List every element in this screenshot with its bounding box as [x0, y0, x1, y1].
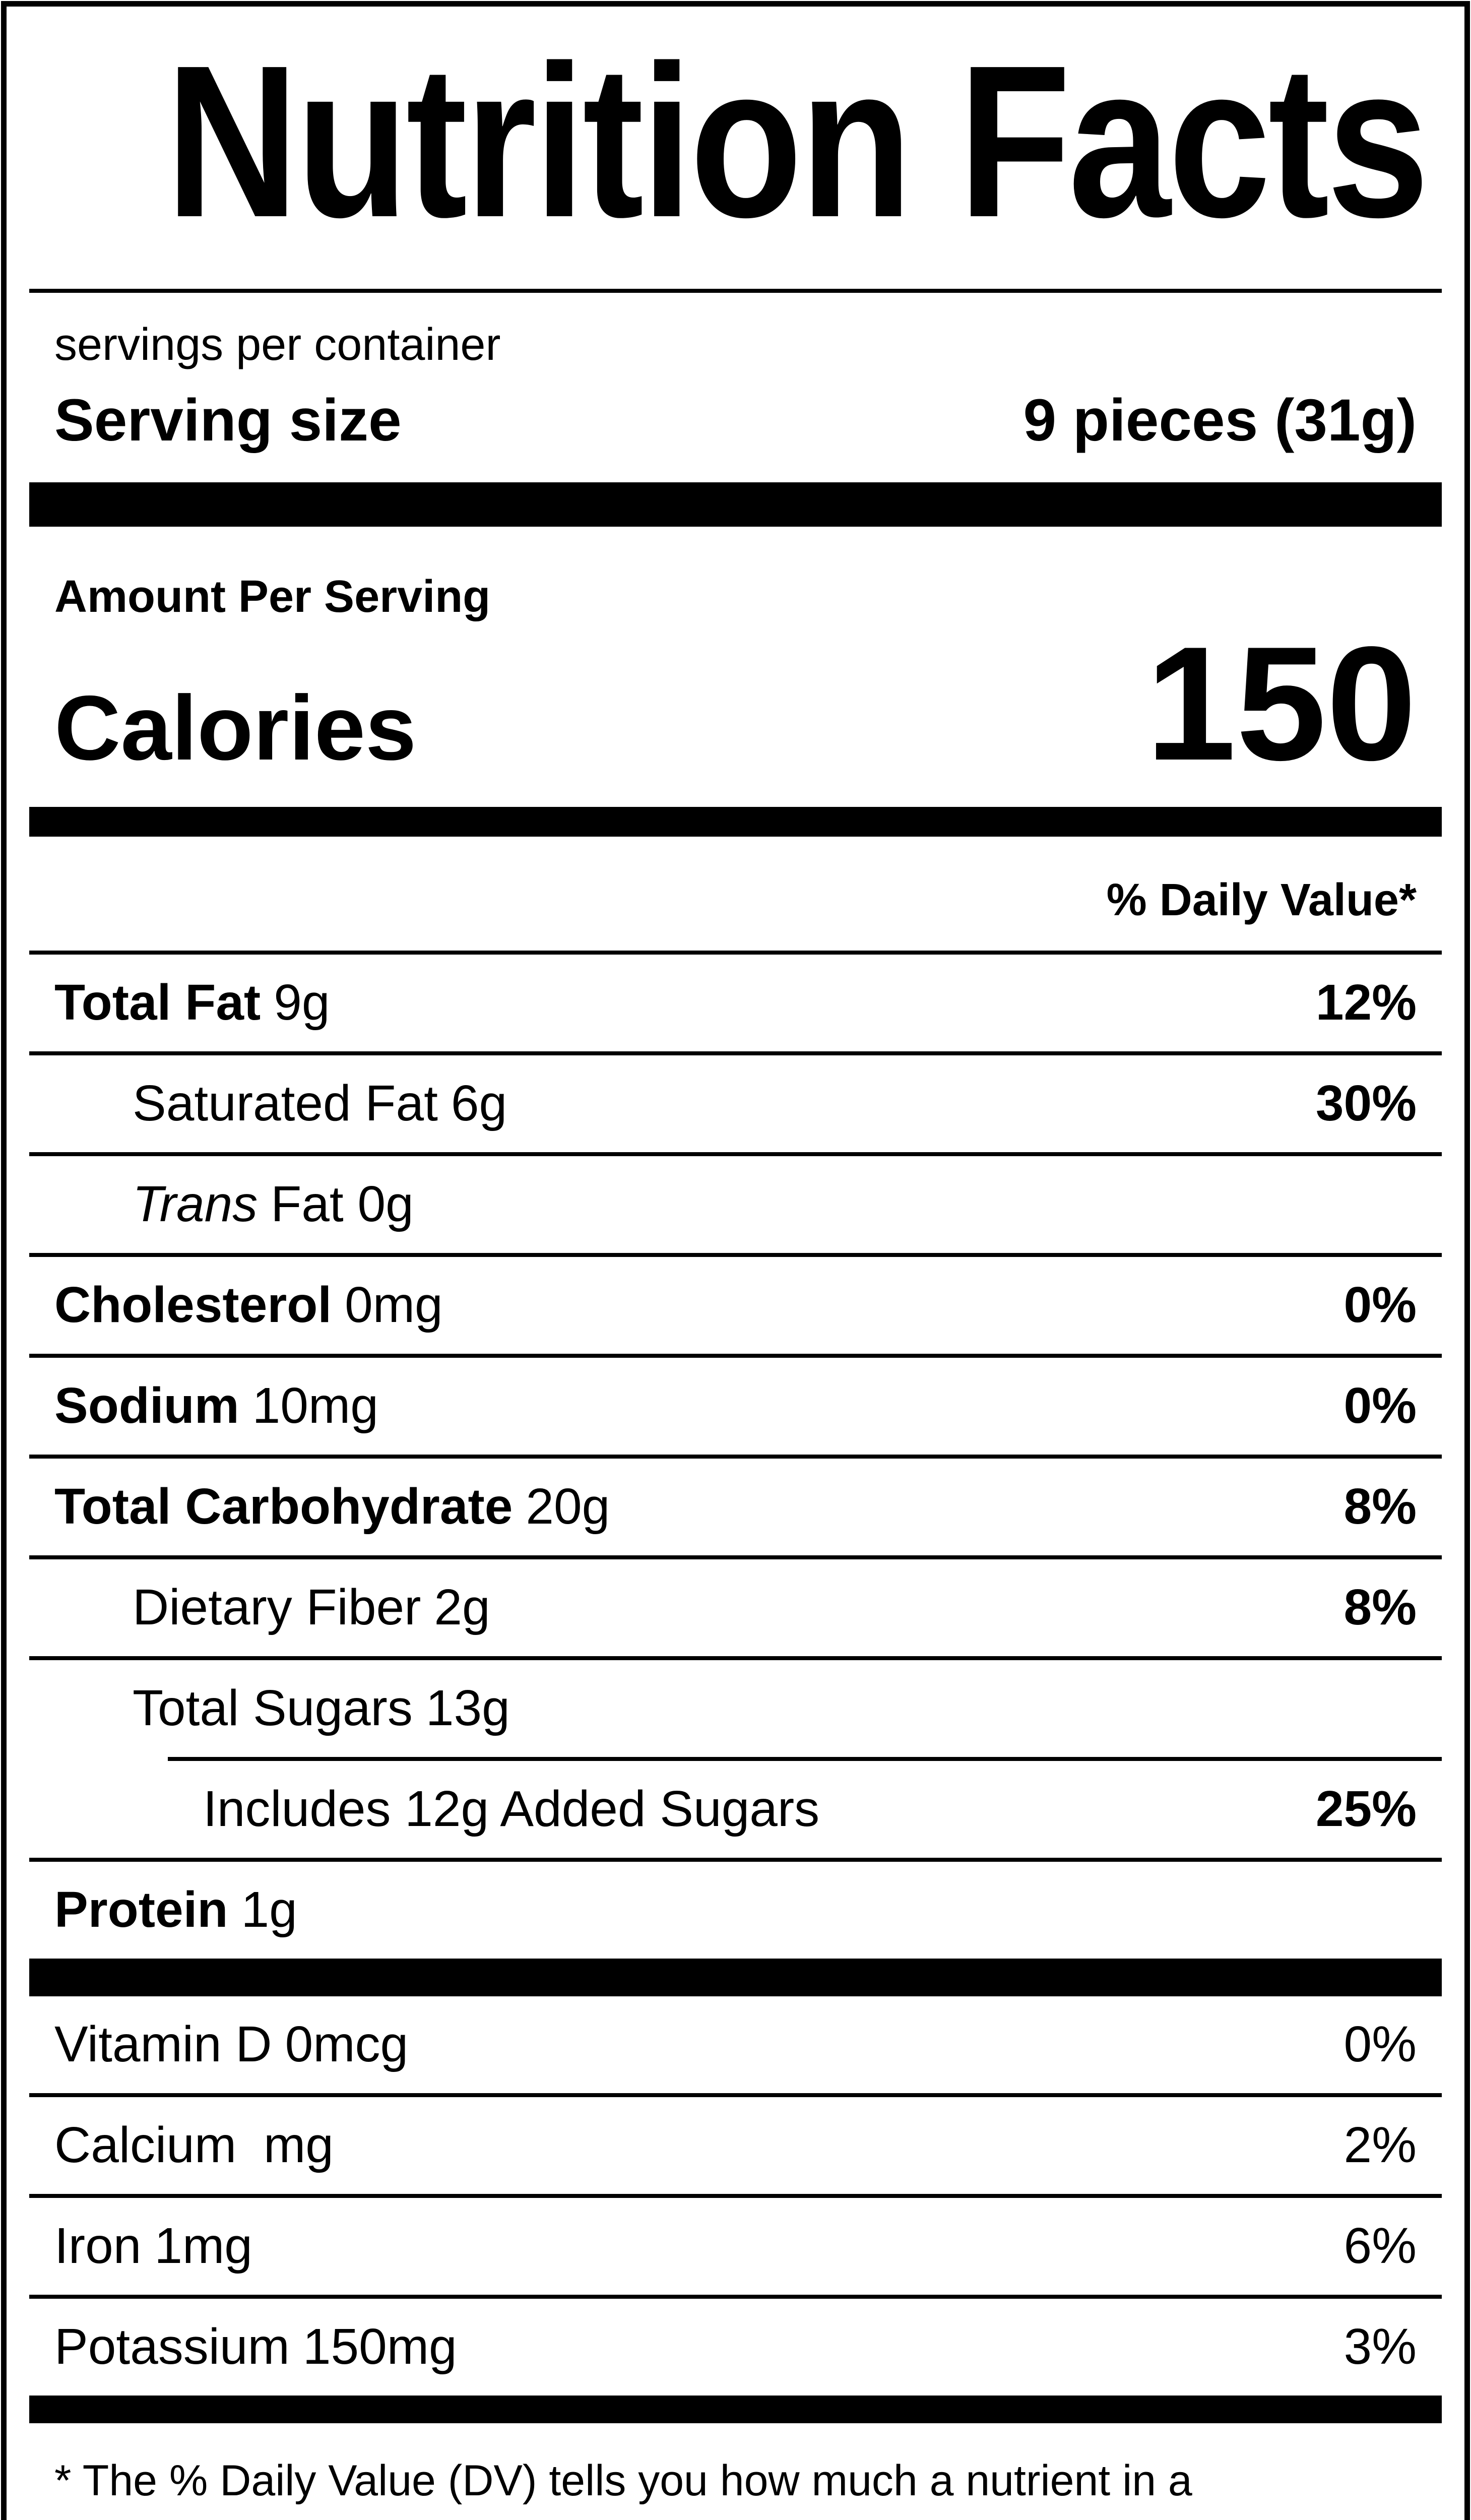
nutrient-name: Cholesterol: [54, 1276, 332, 1333]
nutrient-name-cell: Protein 1g: [54, 1882, 1417, 1937]
nutrient-name-cell: Includes 12g Added Sugars: [54, 1781, 1316, 1837]
nutrient-amount: 2g: [434, 1579, 490, 1635]
nutrient-name: Calcium: [54, 2116, 237, 2173]
nutrient-amount: 20g: [526, 1478, 610, 1535]
row-potassium: Potassium 150mg 3%: [54, 2299, 1417, 2396]
divider: [29, 2093, 1442, 2097]
nutrient-name: Potassium: [54, 2318, 290, 2375]
nutrient-name: Total Fat: [54, 974, 261, 1031]
section-bar: [29, 806, 1442, 837]
section-bar: [29, 2395, 1442, 2423]
nutrient-daily-value: 25%: [1315, 1780, 1417, 1837]
nutrient-daily-value: 2%: [1344, 2116, 1417, 2173]
serving-size-value: 9 pieces (31g): [1023, 387, 1417, 454]
nutrient-daily-value: 0%: [1344, 1276, 1417, 1333]
section-bar: [29, 1958, 1442, 1996]
divider: [168, 1756, 1442, 1761]
nutrient-name: Protein: [54, 1881, 228, 1938]
nutrient-name-cell: Total Sugars 13g: [54, 1680, 1417, 1736]
nutrient-name-cell: Vitamin D 0mcg: [54, 2017, 1344, 2072]
nutrient-daily-value: 0%: [1344, 1377, 1417, 1434]
nutrient-name-cell: Total Carbohydrate 20g: [54, 1479, 1344, 1534]
nutrient-name-cell: Cholesterol 0mg: [54, 1277, 1344, 1333]
nutrient-daily-value: 3%: [1344, 2318, 1417, 2375]
vitamin-section: Vitamin D 0mcg 0% Calcium mg 2% Iron 1mg 6…: [29, 1996, 1442, 2396]
nutrient-amount: 6g: [451, 1075, 507, 1131]
nutrient-amount: 13g: [425, 1679, 510, 1736]
nutrient-name-cell: Trans Fat 0g: [54, 1176, 1417, 1232]
divider: [29, 1353, 1442, 1358]
nutrient-name-cell: Saturated Fat 6g: [54, 1076, 1316, 1131]
section-bar: [29, 482, 1442, 527]
nutrient-amount: 10mg: [252, 1377, 378, 1434]
row-cholesterol: Cholesterol 0mg 0%: [54, 1257, 1417, 1354]
nutrient-name-cell: Calcium mg: [54, 2117, 1344, 2173]
nutrient-daily-value: 6%: [1344, 2217, 1417, 2274]
divider: [29, 289, 1442, 293]
row-dietary-fiber: Dietary Fiber 2g 8%: [54, 1559, 1417, 1656]
nutrient-daily-value: 12%: [1315, 974, 1417, 1031]
footnote: * The % Daily Value (DV) tells you how m…: [54, 2456, 1318, 2520]
nutrient-name: Total Carbohydrate: [54, 1478, 513, 1535]
serving-size-row: Serving size 9 pieces (31g): [54, 386, 1417, 455]
nutrient-name: Dietary Fiber: [133, 1579, 421, 1635]
nutrient-section: Total Fat 9g 12% Saturated Fat 6g 30% Tran…: [29, 950, 1442, 1959]
nutrient-daily-value: 8%: [1344, 1478, 1417, 1535]
nutrient-amount: Fat 0g: [271, 1175, 414, 1232]
row-trans: Trans Fat 0g: [54, 1156, 1417, 1253]
servings-per-container: servings per container: [54, 320, 501, 370]
nutrient-name: Trans: [133, 1175, 258, 1232]
nutrient-name-cell: Dietary Fiber 2g: [54, 1580, 1344, 1635]
row-saturated-fat: Saturated Fat 6g 30%: [54, 1055, 1417, 1152]
nutrient-name-cell: Iron 1mg: [54, 2218, 1344, 2274]
nutrient-name: Sodium: [54, 1377, 239, 1434]
calories-row: Calories 150: [54, 623, 1417, 786]
divider: [29, 1454, 1442, 1459]
row-protein: Protein 1g: [54, 1862, 1417, 1959]
nutrient-amount: 0mcg: [285, 2015, 409, 2072]
row-sodium: Sodium 10mg 0%: [54, 1358, 1417, 1455]
serving-size-label: Serving size: [54, 387, 402, 454]
nutrient-amount: 1mg: [154, 2217, 252, 2274]
nutrient-amount: 150mg: [302, 2318, 457, 2375]
divider: [29, 950, 1442, 955]
amount-per-serving-label: Amount Per Serving: [54, 572, 491, 622]
divider: [29, 1252, 1442, 1257]
divider: [29, 2193, 1442, 2198]
label-title: Nutrition Facts: [54, 29, 1429, 255]
calories-label: Calories: [54, 676, 417, 780]
row-vitamin-d: Vitamin D 0mcg 0%: [54, 1996, 1417, 2093]
divider: [29, 1051, 1442, 1055]
row-includes-12g-added-sugars: Includes 12g Added Sugars 25%: [54, 1761, 1417, 1858]
divider: [29, 2294, 1442, 2299]
row-iron: Iron 1mg 6%: [54, 2198, 1417, 2295]
nutrient-daily-value: 30%: [1315, 1075, 1417, 1131]
nutrient-name: Iron: [54, 2217, 142, 2274]
label-title-text: Nutrition Facts: [165, 21, 1429, 263]
nutrient-name: Saturated Fat: [133, 1075, 438, 1131]
row-total-carbohydrate: Total Carbohydrate 20g 8%: [54, 1459, 1417, 1555]
nutrient-daily-value: 8%: [1344, 1579, 1417, 1635]
nutrient-name-cell: Potassium 150mg: [54, 2319, 1344, 2374]
divider: [29, 1656, 1442, 1660]
divider: [29, 1152, 1442, 1156]
nutrient-name: Total Sugars: [133, 1679, 413, 1736]
calories-value: 150: [1145, 613, 1417, 795]
nutrient-name-cell: Sodium 10mg: [54, 1378, 1344, 1433]
nutrient-amount: 0mg: [345, 1276, 443, 1333]
nutrient-amount: Includes 12g Added Sugars: [203, 1780, 820, 1837]
nutrient-amount: 1g: [241, 1881, 297, 1938]
nutrient-amount: mg: [249, 2116, 334, 2173]
row-total-sugars: Total Sugars 13g: [54, 1660, 1417, 1757]
nutrient-amount: 9g: [274, 974, 330, 1031]
divider: [29, 1857, 1442, 1862]
row-calcium: Calcium mg 2%: [54, 2097, 1417, 2194]
nutrient-daily-value: 0%: [1344, 2015, 1417, 2072]
nutrient-name: Vitamin D: [54, 2015, 272, 2072]
daily-value-header: % Daily Value*: [1106, 874, 1417, 925]
nutrient-name-cell: Total Fat 9g: [54, 975, 1316, 1030]
row-total-fat: Total Fat 9g 12%: [54, 955, 1417, 1051]
divider: [29, 1555, 1442, 1559]
